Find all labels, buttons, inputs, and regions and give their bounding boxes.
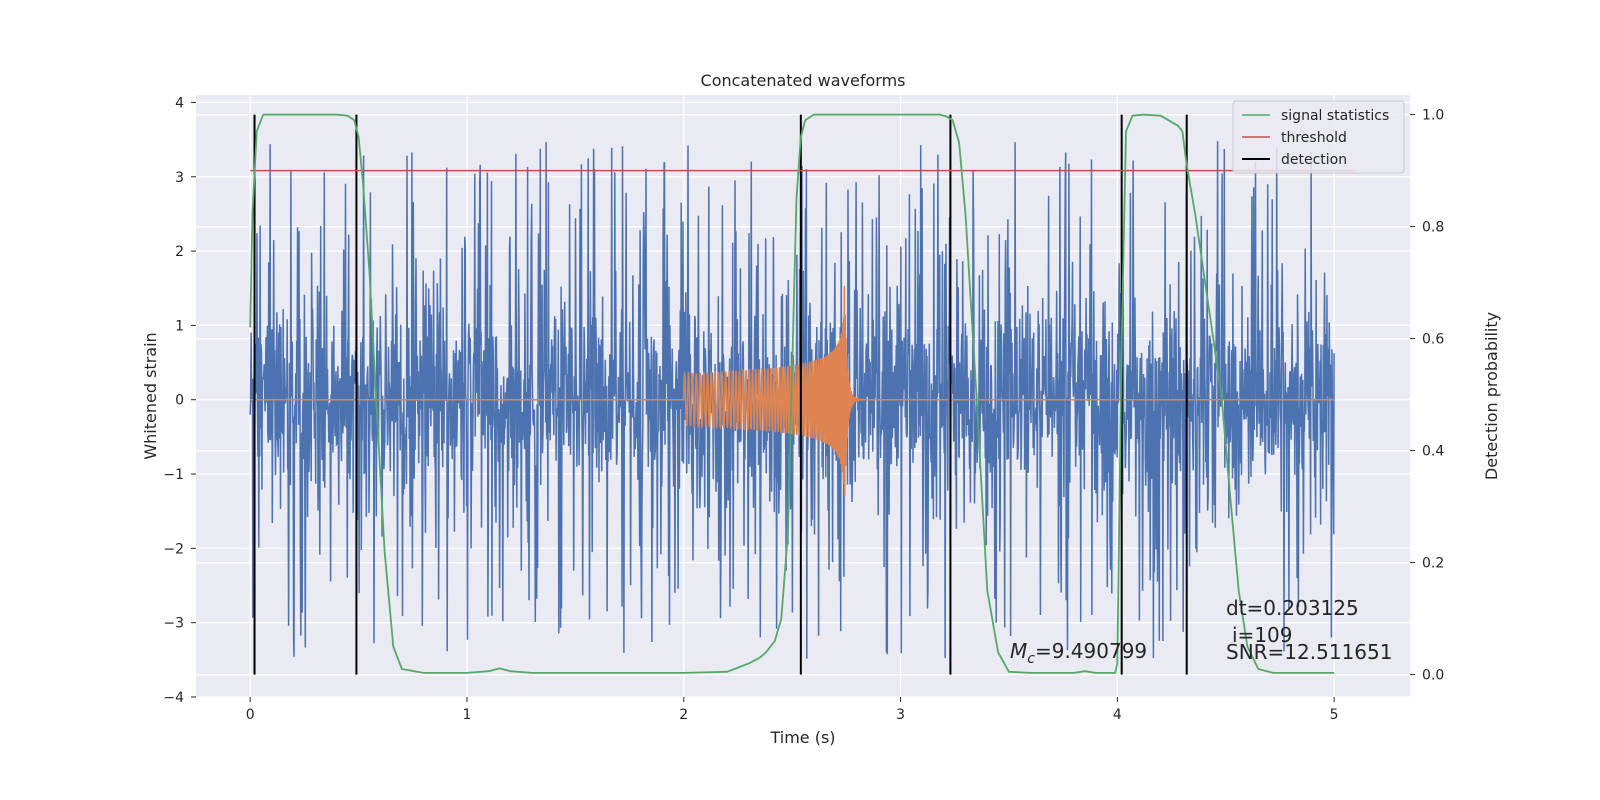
x-tick-label-4: 4 [1113,707,1122,723]
x-tick-label-0: 0 [246,707,255,723]
x-tick-label-3: 3 [896,707,905,723]
legend-box [1232,100,1405,174]
chirp-mass-annotation: Mc=9.490799 [1010,639,1147,667]
whitened-strain-line [249,140,1335,659]
chirp-mass-value: =9.490799 [1035,639,1147,663]
y2-axis-label: Detection probability [1482,312,1501,480]
series-layer [249,113,1356,675]
legend-label-signal-statistics: signal statistics [1281,108,1389,124]
y-tick-label-4: 0 [175,393,184,409]
y2-tick-label-1: 0.2 [1422,556,1444,572]
legend: signal statistics threshold detection [1232,100,1405,174]
chirp-mass-symbol: M [1010,639,1027,663]
x-axis-label: Time (s) [769,728,835,747]
x-tick-label-2: 2 [679,707,688,723]
template-waveform-line [250,285,1335,496]
index-annotation: i=109 [1232,623,1293,647]
y-tick-label-8: 4 [175,95,184,111]
y-tick-label-3: −1 [163,467,184,483]
y-tick-label-7: 3 [175,170,184,186]
dt-annotation: dt=0.203125 [1226,596,1359,620]
x-tick-label-1: 1 [463,707,472,723]
y2-tick-label-4: 0.8 [1422,220,1444,236]
y-tick-label-2: −2 [163,541,184,557]
chirp-mass-subscript: c [1027,651,1035,667]
y-tick-label-6: 2 [175,244,184,260]
signal-statistics-line [249,113,1335,674]
chart-title: Concatenated waveforms [701,71,906,90]
y2-tick-label-5: 1.0 [1422,108,1444,124]
legend-label-detection: detection [1281,152,1347,168]
snr-annotation: SNR=12.511651 [1226,640,1392,664]
ticks-layer: 0 1 2 3 4 5 −4 −3 −2 −1 0 1 2 3 4 0.0 0.2 0.4 0.6 0.8 1.0 [163,95,1444,723]
y-tick-label-1: −3 [163,616,184,632]
y2-tick-label-3: 0.6 [1422,332,1444,348]
x-tick-label-5: 5 [1330,707,1339,723]
y2-tick-label-0: 0.0 [1422,668,1444,684]
legend-label-threshold: threshold [1281,130,1347,146]
y-axis-label: Whitened strain [141,332,160,459]
y-tick-label-5: 1 [175,318,184,334]
y-tick-label-0: −4 [163,690,184,706]
y2-tick-label-2: 0.4 [1422,444,1444,460]
